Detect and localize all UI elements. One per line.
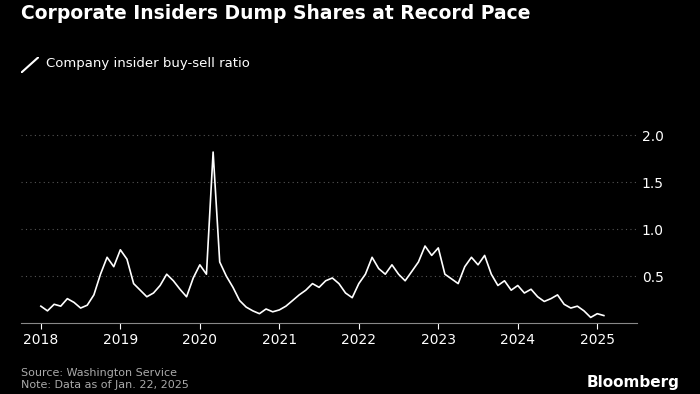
- Text: Corporate Insiders Dump Shares at Record Pace: Corporate Insiders Dump Shares at Record…: [21, 4, 531, 23]
- Text: Source: Washington Service
Note: Data as of Jan. 22, 2025: Source: Washington Service Note: Data as…: [21, 368, 189, 390]
- Text: Company insider buy-sell ratio: Company insider buy-sell ratio: [46, 57, 249, 69]
- Text: Bloomberg: Bloomberg: [586, 375, 679, 390]
